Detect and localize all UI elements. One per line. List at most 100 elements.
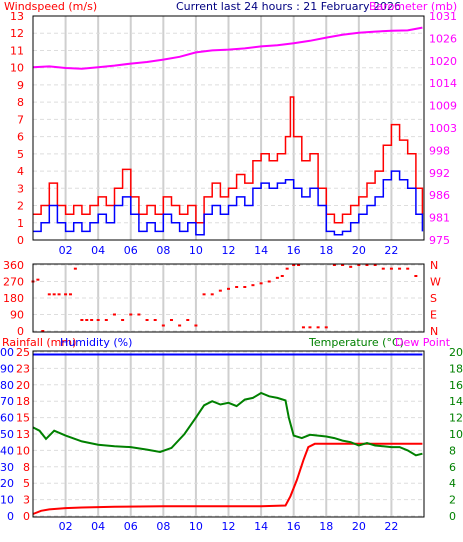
p1-xtick-12: 12 bbox=[222, 244, 236, 257]
series-barometer bbox=[32, 26, 423, 70]
direction-point-32 bbox=[259, 282, 263, 285]
barometer-tick-986: 986 bbox=[429, 189, 450, 202]
direction-point-49 bbox=[381, 267, 385, 270]
rainfall-tick-3: 3 bbox=[23, 494, 30, 507]
direction-point-8 bbox=[73, 267, 77, 270]
rainfall-tick-13: 13 bbox=[16, 428, 30, 441]
direction-points bbox=[31, 264, 418, 332]
series-temperature bbox=[32, 391, 423, 457]
series-rainfall bbox=[32, 442, 423, 515]
direction-point-2 bbox=[41, 330, 45, 332]
direction-tick-0: 0 bbox=[17, 325, 24, 338]
windspeed-tick-4: 4 bbox=[17, 165, 24, 178]
direction-point-52 bbox=[406, 267, 410, 270]
direction-point-18 bbox=[145, 319, 149, 321]
rainfall-tick-labels: 0 3 5 8 10 13 15 18 20 23 25 bbox=[16, 346, 30, 523]
rainfall-tick-5: 5 bbox=[23, 477, 30, 490]
rainfall-tick-25: 25 bbox=[16, 346, 30, 359]
direction-point-30 bbox=[243, 286, 247, 288]
panel3-x-tick-labels: 02 04 06 08 10 12 14 16 18 20 22 bbox=[59, 520, 399, 533]
direction-point-46 bbox=[357, 264, 361, 266]
direction-point-35 bbox=[280, 275, 284, 277]
humidity-tick-90: 90 bbox=[0, 362, 14, 375]
rainfall-tick-18: 18 bbox=[16, 395, 30, 408]
direction-point-34 bbox=[275, 276, 279, 279]
direction-point-23 bbox=[186, 319, 190, 321]
p1-xtick-06: 06 bbox=[124, 244, 138, 257]
barometer-tick-998: 998 bbox=[429, 144, 450, 157]
p1-xtick-18: 18 bbox=[319, 244, 333, 257]
humidity-tick-10: 10 bbox=[0, 494, 14, 507]
humidity-tick-70: 70 bbox=[0, 395, 14, 408]
barometer-tick-975: 975 bbox=[429, 234, 450, 247]
panel2-frame bbox=[32, 263, 425, 333]
direction-point-5 bbox=[57, 293, 61, 296]
windspeed-tick-8: 8 bbox=[17, 96, 24, 109]
direction-point-28 bbox=[227, 287, 230, 290]
direction-point-22 bbox=[178, 324, 182, 327]
temperature-tick-18: 18 bbox=[449, 362, 463, 375]
p1-xtick-16: 16 bbox=[287, 244, 301, 257]
temperature-tick-10: 10 bbox=[449, 428, 463, 441]
direction-point-13 bbox=[104, 319, 108, 321]
p3-xtick-20: 20 bbox=[352, 520, 366, 533]
direction-point-37 bbox=[292, 264, 296, 266]
barometer-tick-1020: 1020 bbox=[429, 55, 457, 68]
barometer-tick-1026: 1026 bbox=[429, 32, 457, 45]
direction-point-47 bbox=[365, 264, 369, 266]
p3-xtick-18: 18 bbox=[319, 520, 333, 533]
dewpoint-axis-title: Dew Point bbox=[395, 336, 451, 349]
direction-point-45 bbox=[349, 265, 353, 268]
temperature-tick-8: 8 bbox=[449, 444, 456, 457]
rainfall-tick-10: 10 bbox=[16, 444, 30, 457]
p1-xtick-02: 02 bbox=[59, 244, 73, 257]
direction-point-44 bbox=[341, 264, 345, 266]
temperature-tick-20: 20 bbox=[449, 346, 463, 359]
direction-point-43 bbox=[332, 264, 336, 266]
direction-point-9 bbox=[80, 319, 84, 321]
direction-point-3 bbox=[47, 293, 51, 296]
p1-xtick-10: 10 bbox=[189, 244, 203, 257]
p3-xtick-06: 06 bbox=[124, 520, 138, 533]
p3-xtick-08: 08 bbox=[156, 520, 170, 533]
compass-tick-3: W bbox=[430, 276, 441, 289]
p3-xtick-02: 02 bbox=[59, 520, 73, 533]
temperature-tick-0: 0 bbox=[449, 510, 456, 523]
series-wind_max bbox=[33, 96, 424, 224]
direction-point-17 bbox=[137, 313, 141, 316]
temperature-tick-16: 16 bbox=[449, 379, 463, 392]
direction-point-21 bbox=[169, 319, 173, 321]
barometer-tick-1009: 1009 bbox=[429, 100, 457, 113]
direction-point-12 bbox=[96, 319, 100, 321]
compass-tick-4: N bbox=[430, 259, 438, 272]
temperature-tick-2: 2 bbox=[449, 494, 456, 507]
rainfall-tick-15: 15 bbox=[16, 412, 30, 425]
humidity-tick-100: 100 bbox=[0, 346, 14, 359]
temperature-tick-labels: 0 2 4 6 8 10 12 14 16 18 20 bbox=[449, 346, 463, 523]
compass-tick-1: E bbox=[430, 309, 437, 322]
temperature-axis-title: Temperature (°C) bbox=[308, 336, 404, 349]
direction-tick-90: 90 bbox=[10, 309, 24, 322]
p3-xtick-12: 12 bbox=[222, 520, 236, 533]
p3-xtick-14: 14 bbox=[254, 520, 268, 533]
direction-point-26 bbox=[210, 293, 214, 296]
rainfall-axis-title: Rainfall (mm) bbox=[2, 336, 76, 349]
windspeed-tick-12: 12 bbox=[10, 27, 24, 40]
direction-point-51 bbox=[398, 267, 402, 270]
direction-point-19 bbox=[153, 319, 157, 321]
humidity-tick-0: 0 bbox=[7, 510, 14, 523]
windspeed-tick-11: 11 bbox=[10, 44, 24, 57]
windspeed-axis-title: Windspeed (m/s) bbox=[4, 0, 97, 13]
p3-xtick-22: 22 bbox=[384, 520, 398, 533]
compass-tick-2: S bbox=[430, 292, 437, 305]
direction-point-29 bbox=[235, 286, 239, 288]
barometer-tick-1014: 1014 bbox=[429, 77, 457, 90]
direction-gridlines bbox=[33, 264, 424, 332]
direction-point-11 bbox=[90, 319, 94, 321]
compass-tick-0: N bbox=[430, 325, 438, 338]
direction-point-15 bbox=[121, 319, 125, 321]
direction-point-40 bbox=[308, 326, 312, 329]
direction-point-36 bbox=[285, 267, 289, 270]
humidity-tick-labels: 0 10 20 30 40 50 60 70 80 90 100 bbox=[0, 346, 14, 523]
